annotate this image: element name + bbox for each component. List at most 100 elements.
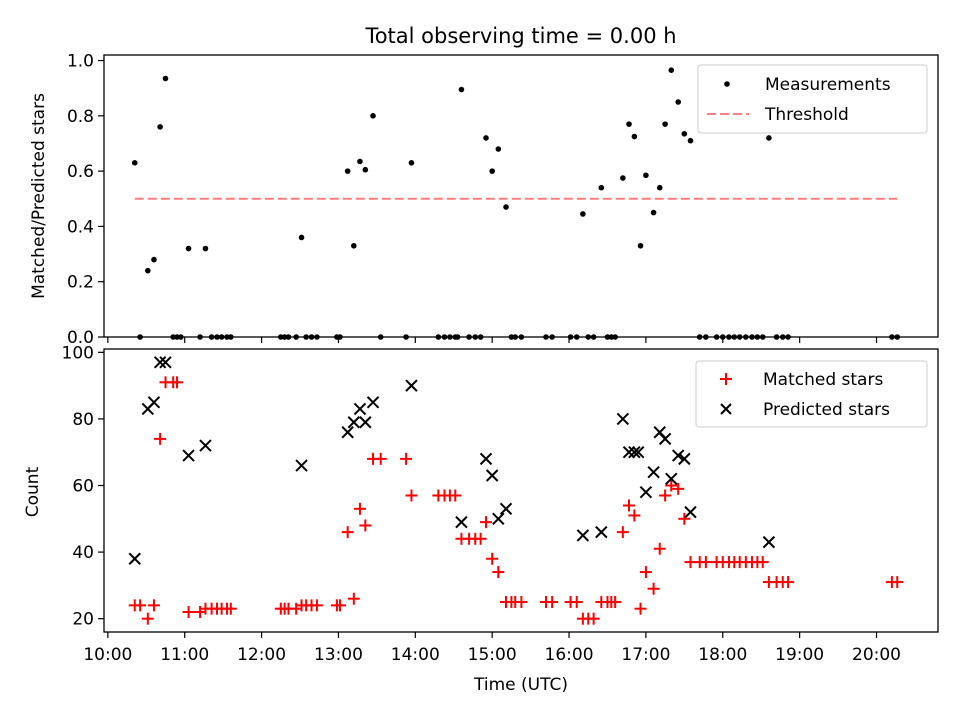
predicted-star-point [485,469,499,482]
measurement-point [598,184,605,191]
ratio-panel: 0.0 0.2 0.4 0.6 0.8 1.0 Matched/Predicted sta… [29,52,939,348]
measurement-point [743,334,749,340]
legend-matched-label: Matched stars [763,370,883,390]
measurement-point [773,334,780,340]
predicted-star-point [455,515,468,529]
measurement-point [681,130,688,137]
measurement-point [894,334,901,340]
measurement-point [228,334,234,340]
matched-star-point [333,599,346,612]
predicted-star-point [628,446,641,459]
matched-star-point [647,582,660,595]
predicted-star-point [492,512,505,526]
predicted-star-point [658,432,672,446]
predicted-star-point [182,449,195,462]
measurement-point [754,334,761,340]
measurement-point [696,334,703,340]
legend-measurements-marker [724,81,730,87]
measurement-point [337,334,343,340]
measurement-point [736,334,743,340]
measurement-point [489,168,495,174]
measurement-point [435,334,442,340]
legend-measurements-label: Measurements [765,75,891,95]
matched-star-point [374,452,387,465]
ratio-x-ticks [107,337,878,343]
measurement-point [785,334,791,340]
measurement-point [656,184,663,191]
matched-star-point [492,566,505,579]
measurement-point [185,245,192,252]
matched-star-point [628,509,641,522]
matched-star-point [147,599,160,612]
matched-star-point [474,532,487,545]
count-panel-frame [103,348,939,633]
measurement-point [675,99,681,105]
matched-star-point [634,602,647,615]
matched-star-point [224,602,237,615]
measurement-point [719,334,726,340]
measurement-point [466,334,472,340]
matched-star-point [171,376,184,389]
measurement-point [608,334,615,340]
predicted-star-point [295,459,308,472]
matched-star-point [609,596,622,609]
measurement-point [731,334,738,340]
ratio-y-tick-label: 0.4 [67,217,94,237]
measurement-point [766,135,772,141]
measurement-point [580,211,586,217]
measurement-point [202,245,209,252]
ratio-y-tick-label: 0.8 [67,107,94,127]
count-x-tick-label: 17:00 [621,645,670,665]
measurement-point [351,242,357,249]
count-x-tick-label: 13:00 [314,645,363,665]
predicted-star-point [199,439,212,452]
matched-star-point [546,596,559,609]
count-y-tick-label: 100 [62,343,94,363]
matched-star-point [653,542,666,555]
measurement-point [650,209,657,216]
measurement-point [503,204,509,210]
ratio-y-axis-label: Matched/Predicted stars [29,93,49,299]
matched-star-point [665,479,678,492]
measurement-point [631,133,638,140]
count-x-tick-label: 19:00 [775,645,824,665]
measurement-point [759,334,766,340]
matched-star-point [154,432,167,445]
predicted-star-point [684,505,697,519]
matched-star-point [622,499,635,512]
ratio-legend: Measurements Threshold [697,64,928,134]
measurement-point [377,334,384,340]
matched-star-point [134,599,147,612]
predicted-star-point [671,449,685,462]
count-legend: Matched stars Predicted stars [695,360,928,428]
count-panel: 20 40 60 80 100 10:00 11:00 12:00 13:00 14:00 15:… [23,343,939,695]
ratio-y-tick-label: 0.2 [67,273,94,293]
matched-star-point [400,452,413,465]
measurement-point [662,121,668,127]
matched-star-point [486,552,499,565]
matched-star-point [405,489,418,502]
ratio-y-tick-label: 0.6 [67,162,94,182]
count-y-axis-label: Count [23,466,43,517]
matched-star-point [678,512,691,525]
measurement-point [357,158,363,165]
matched-star-point [587,612,600,625]
matched-star-point [480,516,493,529]
measurement-point [224,334,230,340]
measurement-point [314,334,320,340]
measurement-point [137,334,143,340]
measurement-point [889,334,895,340]
matched-star-point [616,526,629,539]
predicted-star-point [128,552,141,565]
measurement-point [408,160,415,166]
ratio-y-tick-label: 1.0 [67,52,94,72]
measurement-point [637,242,644,249]
matched-star-point [639,566,652,579]
count-legend-box [695,360,928,428]
x-axis-label: Time (UTC) [473,675,568,695]
measurement-point [567,334,574,340]
measurement-point [458,86,465,93]
measurement-point [208,334,215,340]
measurement-point [285,334,292,340]
matched-star-point [756,556,769,569]
